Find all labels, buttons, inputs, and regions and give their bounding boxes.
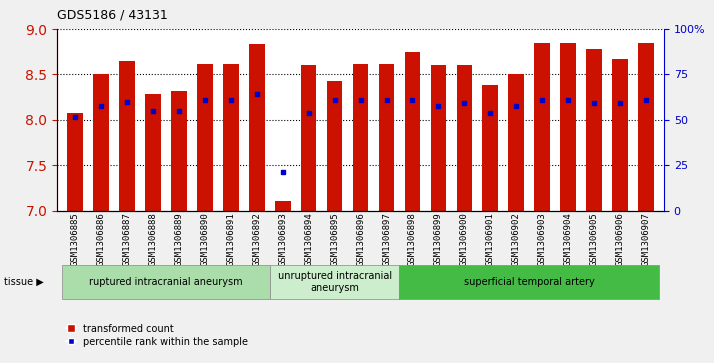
Bar — [327, 81, 343, 211]
Bar — [456, 65, 472, 211]
Bar — [68, 113, 83, 211]
Bar — [560, 43, 575, 211]
Bar — [405, 52, 421, 211]
Bar — [94, 74, 109, 211]
Bar — [223, 64, 238, 211]
Legend: transformed count, percentile rank within the sample: transformed count, percentile rank withi… — [62, 320, 252, 351]
Bar — [378, 64, 394, 211]
Text: ruptured intracranial aneurysm: ruptured intracranial aneurysm — [89, 277, 243, 287]
Bar — [119, 61, 135, 211]
Bar — [586, 49, 602, 211]
Text: GDS5186 / 43131: GDS5186 / 43131 — [57, 9, 168, 22]
Bar — [171, 91, 187, 211]
Bar — [249, 44, 265, 211]
Bar — [275, 201, 291, 211]
Bar — [431, 65, 446, 211]
Bar — [353, 64, 368, 211]
Bar — [197, 64, 213, 211]
Bar — [483, 85, 498, 211]
Bar — [612, 59, 628, 211]
Bar — [638, 43, 653, 211]
Bar — [534, 43, 550, 211]
Bar — [508, 74, 524, 211]
Bar — [146, 94, 161, 211]
Text: superficial temporal artery: superficial temporal artery — [464, 277, 595, 287]
Text: tissue ▶: tissue ▶ — [4, 277, 44, 287]
Text: unruptured intracranial
aneurysm: unruptured intracranial aneurysm — [278, 272, 392, 293]
Bar — [301, 65, 316, 211]
